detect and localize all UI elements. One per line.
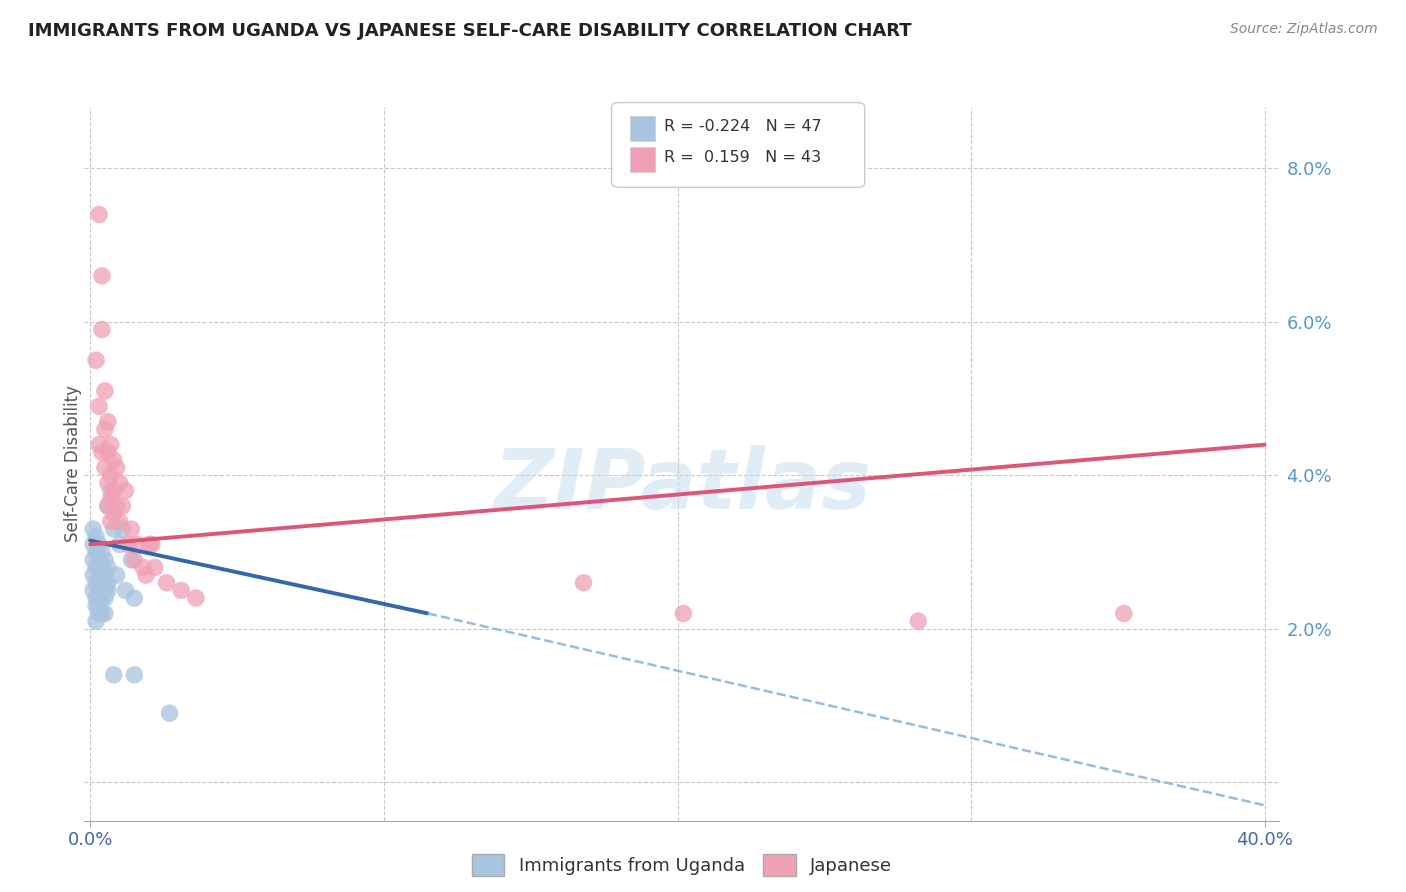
Point (84, 614, 107, 628)
Point (105, 460, 128, 475)
Point (108, 476, 131, 491)
Point (103, 453, 125, 467)
Point (82, 583, 104, 598)
Point (91, 545, 114, 559)
Point (91, 591, 114, 606)
Point (103, 522, 125, 536)
Text: R = -0.224   N = 47: R = -0.224 N = 47 (664, 120, 821, 134)
Point (82, 568, 104, 582)
Point (100, 515, 122, 529)
Point (105, 499, 128, 513)
Point (94, 607, 117, 621)
Y-axis label: Self-Care Disability: Self-Care Disability (65, 385, 82, 542)
Point (141, 537, 163, 551)
Point (97, 476, 120, 491)
Point (97, 415, 120, 429)
Point (120, 553, 142, 567)
Point (84, 591, 107, 606)
Point (87, 437, 110, 451)
Point (103, 483, 125, 498)
Point (100, 468, 122, 483)
Point (91, 560, 114, 574)
Point (100, 491, 122, 506)
Point (94, 384, 117, 398)
Point (87, 560, 110, 574)
Point (170, 583, 193, 598)
Point (87, 583, 110, 598)
Point (94, 583, 117, 598)
Point (87, 207, 110, 221)
Point (87, 575, 110, 590)
Point (572, 575, 595, 590)
Text: IMMIGRANTS FROM UGANDA VS JAPANESE SELF-CARE DISABILITY CORRELATION CHART: IMMIGRANTS FROM UGANDA VS JAPANESE SELF-… (28, 22, 911, 40)
Point (97, 499, 120, 513)
Point (159, 706, 181, 721)
Point (184, 591, 207, 606)
Point (135, 568, 157, 582)
Point (105, 568, 128, 582)
Point (97, 560, 120, 574)
Point (87, 537, 110, 551)
Point (84, 353, 107, 368)
Point (94, 460, 117, 475)
Point (907, 614, 929, 628)
Point (87, 553, 110, 567)
Point (91, 268, 114, 283)
Legend: Immigrants from Uganda, Japanese: Immigrants from Uganda, Japanese (464, 847, 900, 883)
Point (138, 537, 160, 551)
Point (114, 583, 136, 598)
Point (84, 560, 107, 574)
Text: Source: ZipAtlas.com: Source: ZipAtlas.com (1230, 22, 1378, 37)
Point (111, 499, 134, 513)
Point (111, 522, 134, 536)
Text: R =  0.159   N = 43: R = 0.159 N = 43 (664, 151, 821, 165)
Point (155, 575, 177, 590)
Point (84, 599, 107, 613)
Point (87, 568, 110, 582)
Point (91, 322, 114, 336)
Point (103, 507, 125, 521)
Point (114, 483, 136, 498)
Point (94, 591, 117, 606)
Point (87, 607, 110, 621)
Point (117, 537, 139, 551)
Point (91, 583, 114, 598)
Point (87, 599, 110, 613)
Point (84, 545, 107, 559)
Point (124, 553, 146, 567)
Point (87, 591, 110, 606)
Point (97, 499, 120, 513)
Point (127, 537, 149, 551)
Point (1112, 607, 1135, 621)
Point (124, 668, 146, 682)
Point (82, 553, 104, 567)
Point (100, 437, 122, 451)
Point (143, 560, 166, 574)
Point (82, 522, 104, 536)
Point (84, 575, 107, 590)
Point (120, 522, 142, 536)
Point (91, 607, 114, 621)
Text: ZIPatlas: ZIPatlas (494, 445, 870, 525)
Point (108, 515, 131, 529)
Point (94, 568, 117, 582)
Point (82, 537, 104, 551)
Point (87, 399, 110, 413)
Point (103, 668, 125, 682)
Point (132, 560, 155, 574)
Point (94, 553, 117, 567)
Point (94, 422, 117, 436)
Point (100, 483, 122, 498)
Point (108, 537, 131, 551)
Point (97, 445, 120, 459)
Point (84, 530, 107, 544)
Point (91, 575, 114, 590)
Point (97, 575, 120, 590)
Point (124, 591, 146, 606)
Point (91, 445, 114, 459)
Point (672, 607, 695, 621)
Point (97, 583, 120, 598)
